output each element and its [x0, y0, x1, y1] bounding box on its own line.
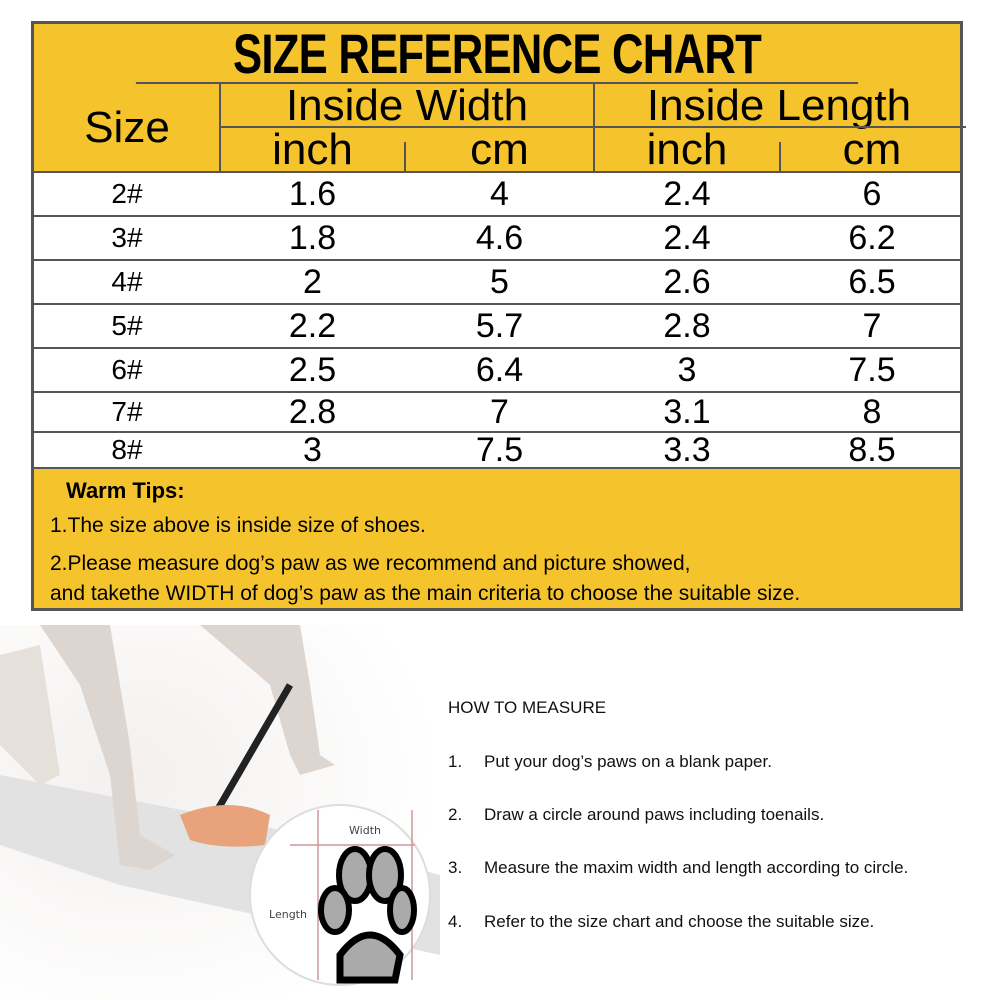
warm-tips: Warm Tips: 1.The size above is inside si…: [34, 468, 960, 611]
cell-size: 6#: [111, 354, 143, 385]
cell-l-in: 3.3: [663, 430, 711, 469]
subheader-length-inch: inch: [646, 125, 728, 174]
cell-w-in: 1.8: [288, 218, 337, 257]
length-label: Length: [269, 908, 307, 921]
table-row: 4# 2 5 2.6 6.5: [34, 259, 960, 304]
divider: [34, 171, 960, 173]
cell-size: 3#: [111, 222, 143, 253]
step-number: 1.: [448, 752, 463, 771]
how-to-step: 3. Measure the maxim width and length acc…: [448, 858, 908, 878]
tip-line: 2.Please measure dog’s paw as we recomme…: [50, 552, 691, 575]
cell-w-in: 3: [303, 430, 322, 469]
cell-size: 4#: [111, 266, 143, 297]
header-size: Size: [84, 103, 170, 152]
hand: [180, 805, 270, 847]
cell-w-cm: 5: [490, 262, 509, 301]
table-row: 7# 2.8 7 3.1 8: [34, 391, 960, 432]
size-reference-chart: SIZE REFERENCE CHART Size Inside Width I…: [31, 21, 966, 611]
table-row: 6# 2.5 6.4 3 7.5: [34, 347, 960, 392]
step-text: Measure the maxim width and length accor…: [484, 858, 909, 877]
step-text: Put your dog’s paws on a blank paper.: [484, 752, 772, 771]
cell-w-cm: 5.7: [475, 306, 524, 345]
table-row: 3# 1.8 4.6 2.4 6.2: [34, 215, 960, 260]
cell-l-cm: 8.5: [848, 430, 896, 469]
cell-l-in: 2.4: [663, 174, 711, 213]
subheader-width-cm: cm: [470, 125, 529, 174]
divider: [34, 347, 960, 349]
step-text: Draw a circle around paws including toen…: [484, 805, 825, 824]
cell-l-cm: 6: [862, 174, 882, 213]
cell-w-cm: 4: [490, 174, 509, 213]
tip-line: and takethe WIDTH of dog’s paw as the ma…: [50, 582, 801, 605]
paw-print-icon: [318, 846, 417, 984]
cell-l-cm: 7.5: [848, 350, 896, 389]
tip-line: 1.The size above is inside size of shoes…: [50, 514, 426, 537]
divider: [34, 391, 960, 393]
cell-l-cm: 6.5: [848, 262, 896, 301]
cell-w-cm: 7.5: [475, 430, 524, 469]
table-row: 8# 3 7.5 3.3 8.5: [34, 430, 960, 469]
cell-size: 8#: [111, 434, 143, 465]
how-to-step: 2. Draw a circle around paws including to…: [448, 805, 824, 825]
header-inside-length: Inside Length: [646, 81, 912, 130]
size-table-body: 2# 1.6 4 2.4 6 3# 1.8 4.6 2.4 6.2 4# 2 5 2.6 6.5 5# 2.2 5…: [34, 172, 960, 469]
tips-heading: Warm Tips:: [66, 478, 185, 503]
step-number: 3.: [448, 858, 463, 877]
dog-leg: [40, 625, 175, 870]
table-row: 5# 2.2 5.7 2.8 7: [34, 303, 960, 348]
cell-w-in: 1.6: [288, 174, 337, 213]
width-label: Width: [349, 824, 381, 837]
divider: [34, 467, 960, 469]
cell-l-cm: 8: [862, 392, 882, 431]
cell-l-in: 3: [677, 350, 697, 389]
cell-w-cm: 6.4: [475, 350, 524, 389]
cell-l-in: 2.6: [663, 262, 711, 301]
subheader-length-cm: cm: [842, 125, 902, 174]
how-to-heading: HOW TO MEASURE: [448, 698, 607, 717]
dog-paw-measuring-illustration: Width Length: [0, 625, 440, 1000]
divider: [34, 259, 960, 261]
step-number: 2.: [448, 805, 463, 824]
cell-w-in: 2.2: [288, 306, 337, 345]
how-to-step: 4. Refer to the size chart and choose the…: [448, 912, 874, 932]
cell-l-cm: 6.2: [848, 218, 896, 257]
step-text: Refer to the size chart and choose the s…: [484, 912, 875, 931]
divider: [34, 431, 960, 433]
cell-l-in: 2.8: [663, 306, 711, 345]
dog-leg: [0, 645, 60, 785]
divider: [34, 303, 960, 305]
table-row: 2# 1.6 4 2.4 6: [34, 172, 960, 216]
cell-w-in: 2.8: [288, 392, 337, 431]
how-to-step: 1. Put your dog’s paws on a blank paper.: [448, 752, 772, 772]
cell-w-cm: 7: [490, 392, 509, 431]
cell-size: 7#: [111, 396, 143, 427]
chart-title: SIZE REFERENCE CHART: [135, 24, 859, 84]
cell-l-in: 3.1: [663, 392, 711, 431]
cell-w-in: 2: [303, 262, 322, 301]
divider: [34, 215, 960, 217]
cell-size: 5#: [111, 310, 143, 341]
dog-leg: [200, 625, 335, 775]
cell-size: 2#: [111, 178, 143, 209]
cell-w-in: 2.5: [288, 350, 337, 389]
cell-l-cm: 7: [862, 306, 882, 345]
cell-w-cm: 4.6: [475, 218, 524, 257]
header-inside-width: Inside Width: [285, 81, 529, 130]
step-number: 4.: [448, 912, 463, 931]
subheader-width-inch: inch: [272, 125, 353, 174]
cell-l-in: 2.4: [663, 218, 711, 257]
